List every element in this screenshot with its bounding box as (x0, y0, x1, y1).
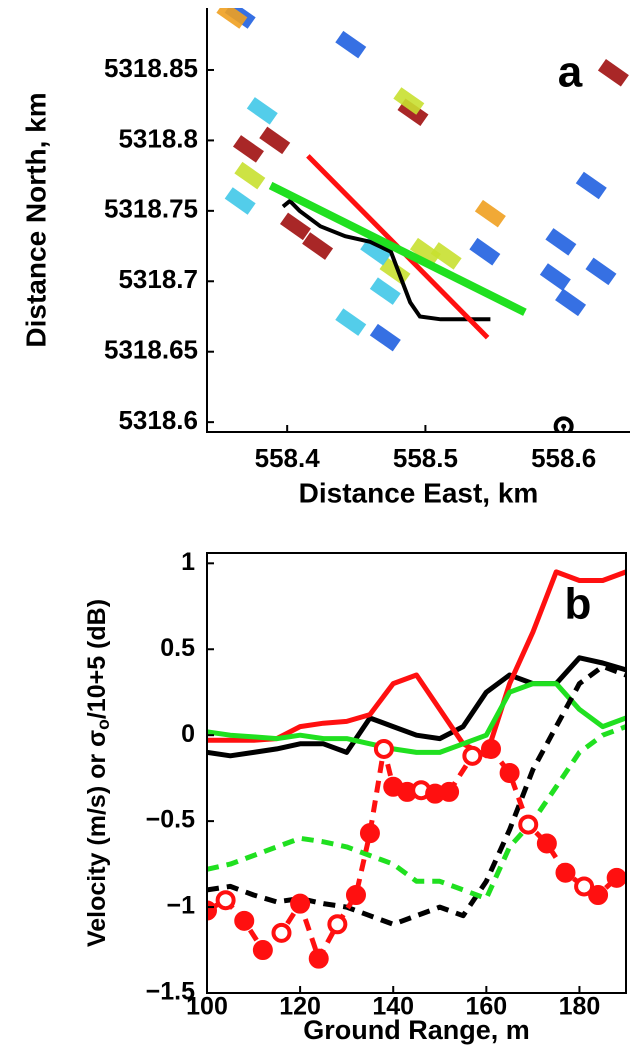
series-marker (273, 925, 289, 941)
series-marker (483, 741, 499, 757)
x-axis-label: Ground Range, m (303, 1015, 530, 1045)
radar-cell (555, 289, 586, 317)
series-marker (218, 892, 234, 908)
radar-cell (370, 324, 401, 352)
plot-area (199, 572, 626, 967)
radar-cell (335, 31, 366, 59)
panel-label: b (565, 580, 592, 629)
series-marker (311, 951, 327, 967)
y-tick-label: 5318.6 (118, 405, 198, 435)
radar-cell (225, 187, 256, 215)
x-axis-label: Distance East, km (299, 477, 539, 508)
y-tick-label: 5318.7 (118, 264, 198, 294)
series-marker (502, 765, 518, 781)
series-marker (236, 913, 252, 929)
series-marker (292, 896, 308, 912)
y-axis-label: Distance North, km (20, 92, 51, 347)
x-tick-label: 558.6 (531, 443, 596, 473)
radar-cell (234, 162, 265, 190)
y-tick-label: 0.5 (160, 634, 195, 662)
series-marker (329, 916, 345, 932)
radar-cell (233, 135, 264, 163)
y-axis-label: Velocity (m/s) or σo/10+5 (dB) (83, 599, 113, 947)
x-tick-label: 558.5 (393, 443, 458, 473)
series-marker (376, 741, 392, 757)
radar-cell (475, 200, 506, 228)
y-tick-label: 1 (181, 548, 195, 576)
series-marker (539, 835, 555, 851)
y-tick-label: 5318.8 (118, 123, 198, 153)
page: 558.4 558.5 558.6 5318.6 5318.65 5318.7 5318.7… (0, 0, 631, 1051)
y-axis-label-part: Velocity (m/s) or σ (83, 730, 111, 947)
panel-label: a (558, 48, 583, 97)
radar-cell (370, 277, 401, 305)
radar-cell (585, 258, 616, 286)
y-tick-label: 5318.75 (104, 194, 198, 224)
y-tick-label: 5318.65 (104, 335, 198, 365)
radar-cell (598, 59, 629, 87)
radar-cell (576, 172, 607, 200)
radar-cell (469, 238, 500, 266)
x-tick-label: 180 (559, 993, 601, 1021)
series-marker (348, 887, 364, 903)
y-tick-label: −1 (166, 892, 195, 920)
series-marker (520, 817, 536, 833)
radar-cell (545, 228, 576, 256)
y-axis-label-part: /10+5 (dB) (83, 599, 111, 719)
series-marker (464, 748, 480, 764)
radar-cell (259, 127, 290, 155)
y-tick-label: −1.5 (146, 978, 195, 1006)
y-tick-label: 5318.85 (104, 53, 198, 83)
y-tick-label: 0 (181, 720, 195, 748)
series-marker (441, 784, 457, 800)
radar-cell (540, 263, 571, 291)
radar-cell (335, 308, 366, 336)
figure: 558.4 558.5 558.6 5318.6 5318.65 5318.7 5318.7… (0, 0, 631, 1051)
y-tick-label: −0.5 (146, 806, 195, 834)
radar-cell (247, 97, 278, 125)
series-marker (557, 865, 573, 881)
series-marker (609, 870, 625, 886)
series-marker (255, 942, 271, 958)
series-line (207, 749, 617, 959)
x-tick-label: 558.4 (255, 443, 321, 473)
series-line (207, 572, 626, 756)
y-axis-label-part: o (93, 719, 113, 730)
series-marker (590, 887, 606, 903)
radar-cell (302, 232, 333, 260)
series-marker (362, 825, 378, 841)
